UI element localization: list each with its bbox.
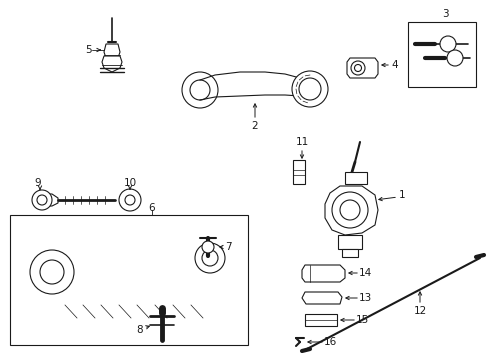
Circle shape [190, 80, 209, 100]
Text: 11: 11 [295, 137, 308, 147]
Circle shape [195, 243, 224, 273]
Text: 6: 6 [148, 203, 155, 213]
Circle shape [182, 72, 218, 108]
Text: 7: 7 [224, 242, 231, 252]
Circle shape [32, 190, 52, 210]
Polygon shape [25, 228, 224, 310]
Bar [10, 215, 247, 345]
Circle shape [354, 64, 361, 72]
Text: 14: 14 [358, 268, 371, 278]
Circle shape [40, 260, 64, 284]
Polygon shape [102, 56, 122, 72]
Circle shape [291, 71, 327, 107]
Circle shape [125, 195, 135, 205]
Text: 13: 13 [358, 293, 371, 303]
Text: 5: 5 [84, 45, 91, 55]
Polygon shape [302, 265, 345, 282]
Polygon shape [104, 44, 120, 61]
Polygon shape [346, 58, 377, 78]
Bar [337, 235, 361, 249]
Circle shape [119, 189, 141, 211]
Text: 12: 12 [412, 306, 426, 316]
Text: 4: 4 [391, 60, 398, 70]
Text: 3: 3 [441, 9, 447, 19]
Circle shape [439, 36, 455, 52]
Circle shape [202, 250, 218, 266]
Text: 8: 8 [137, 325, 143, 335]
Text: 10: 10 [123, 178, 136, 188]
Polygon shape [325, 186, 377, 235]
Circle shape [446, 50, 462, 66]
Circle shape [30, 250, 74, 294]
Circle shape [331, 192, 367, 228]
Circle shape [298, 78, 320, 100]
Text: 9: 9 [35, 178, 41, 188]
Bar [305, 314, 336, 326]
Text: 1: 1 [398, 190, 405, 200]
Bar [341, 249, 357, 257]
Bar [345, 172, 366, 184]
Circle shape [37, 195, 47, 205]
Text: 15: 15 [355, 315, 368, 325]
Text: 2: 2 [251, 121, 258, 131]
Polygon shape [36, 194, 58, 206]
Circle shape [350, 61, 364, 75]
Text: 16: 16 [323, 337, 336, 347]
Circle shape [202, 241, 214, 253]
Bar [407, 22, 475, 87]
Ellipse shape [100, 259, 140, 285]
Bar [292, 160, 305, 184]
Circle shape [339, 200, 359, 220]
Polygon shape [302, 292, 341, 304]
